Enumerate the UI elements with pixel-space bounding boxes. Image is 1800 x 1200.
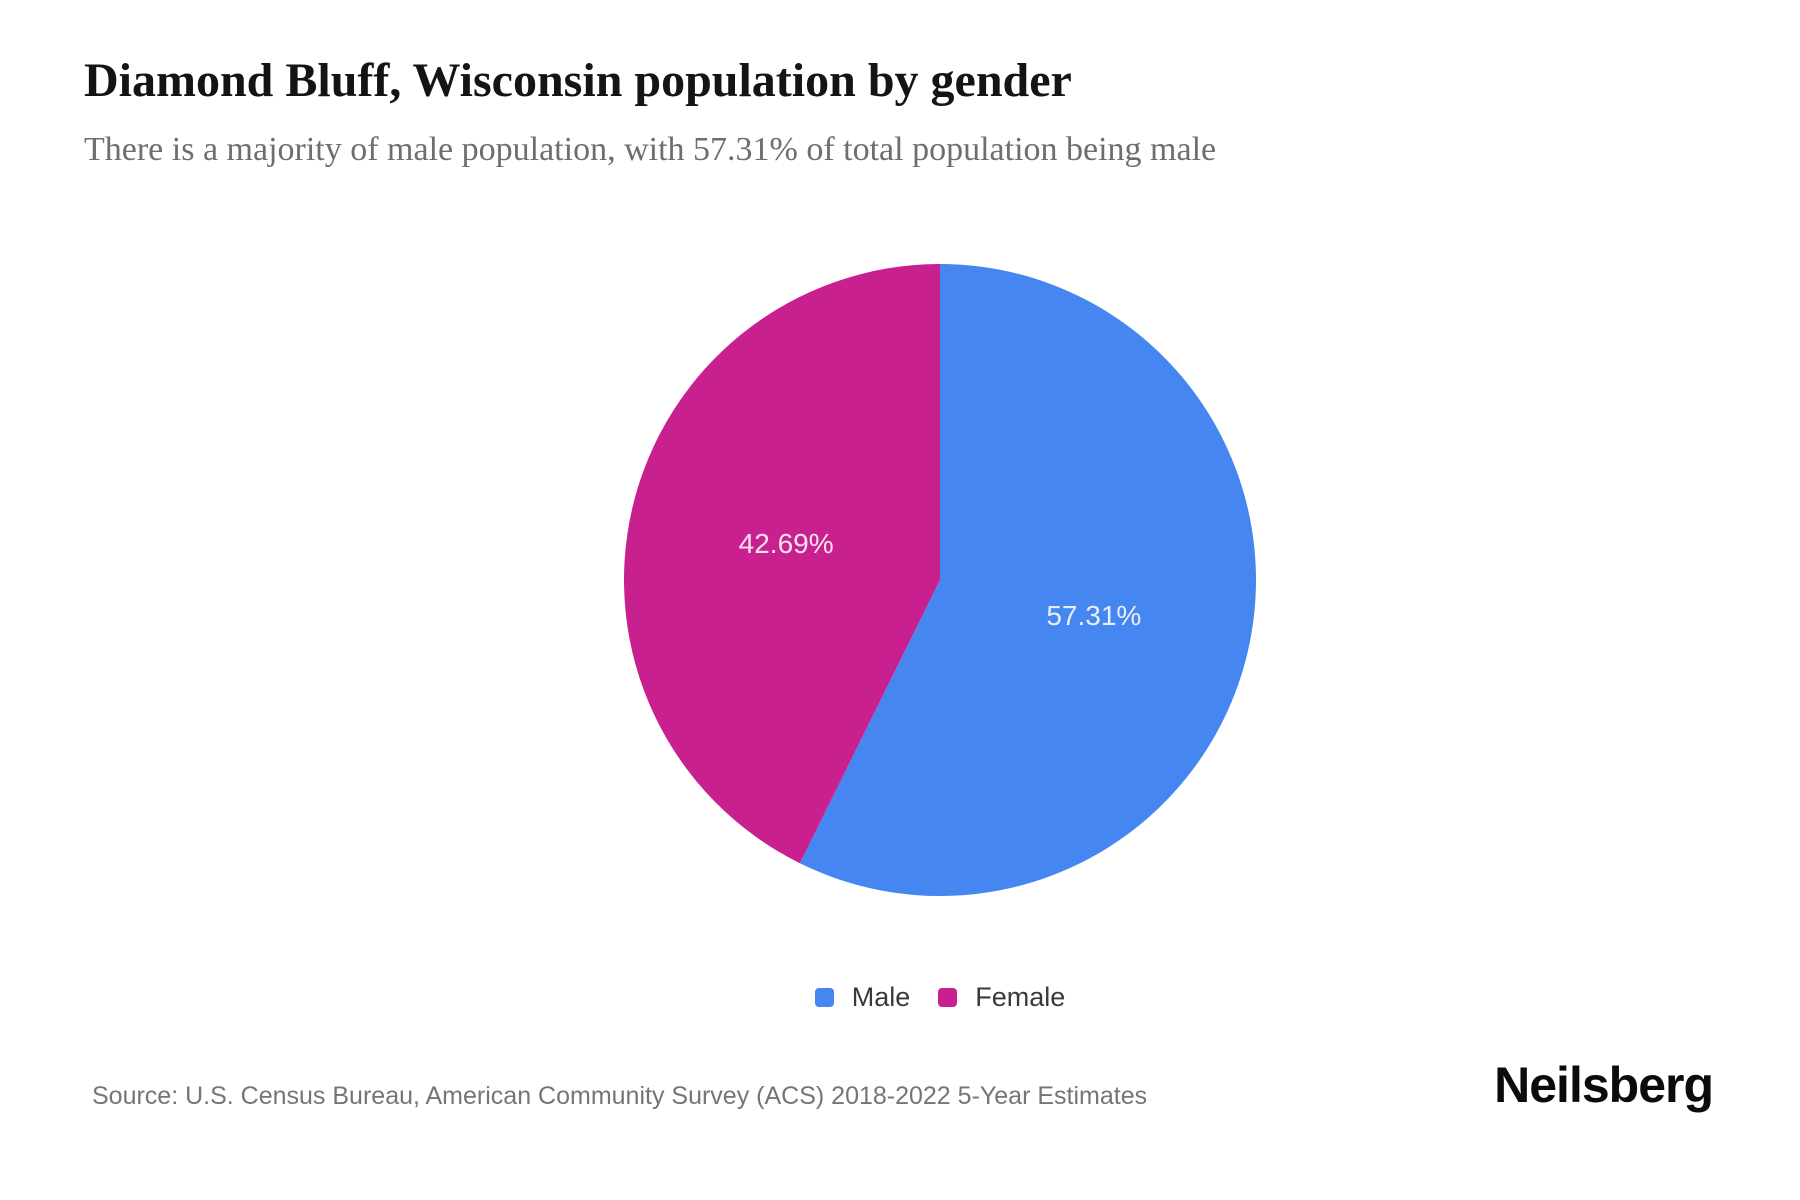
source-note: Source: U.S. Census Bureau, American Com… <box>92 1082 1148 1110</box>
page-subtitle: There is a majority of male population, … <box>84 131 1217 168</box>
pie-slice-male[interactable] <box>799 264 1256 896</box>
legend-item-female[interactable]: Female <box>938 982 1065 1013</box>
legend-swatch-male <box>814 988 834 1007</box>
pie-slice-female[interactable] <box>624 264 940 864</box>
legend-swatch-female <box>938 988 958 1007</box>
page-title: Diamond Bluff, Wisconsin population by g… <box>84 54 1072 107</box>
legend-item-male[interactable]: Male <box>814 982 911 1013</box>
pie-chart[interactable]: 57.31% 42.69% <box>624 264 1256 896</box>
neilsberg-logo: Neilsberg <box>1494 1057 1714 1113</box>
legend-label-male: Male <box>851 982 911 1012</box>
legend: Male Female <box>624 982 1256 1013</box>
legend-label-female: Female <box>975 982 1066 1012</box>
pie-svg <box>624 264 1256 896</box>
